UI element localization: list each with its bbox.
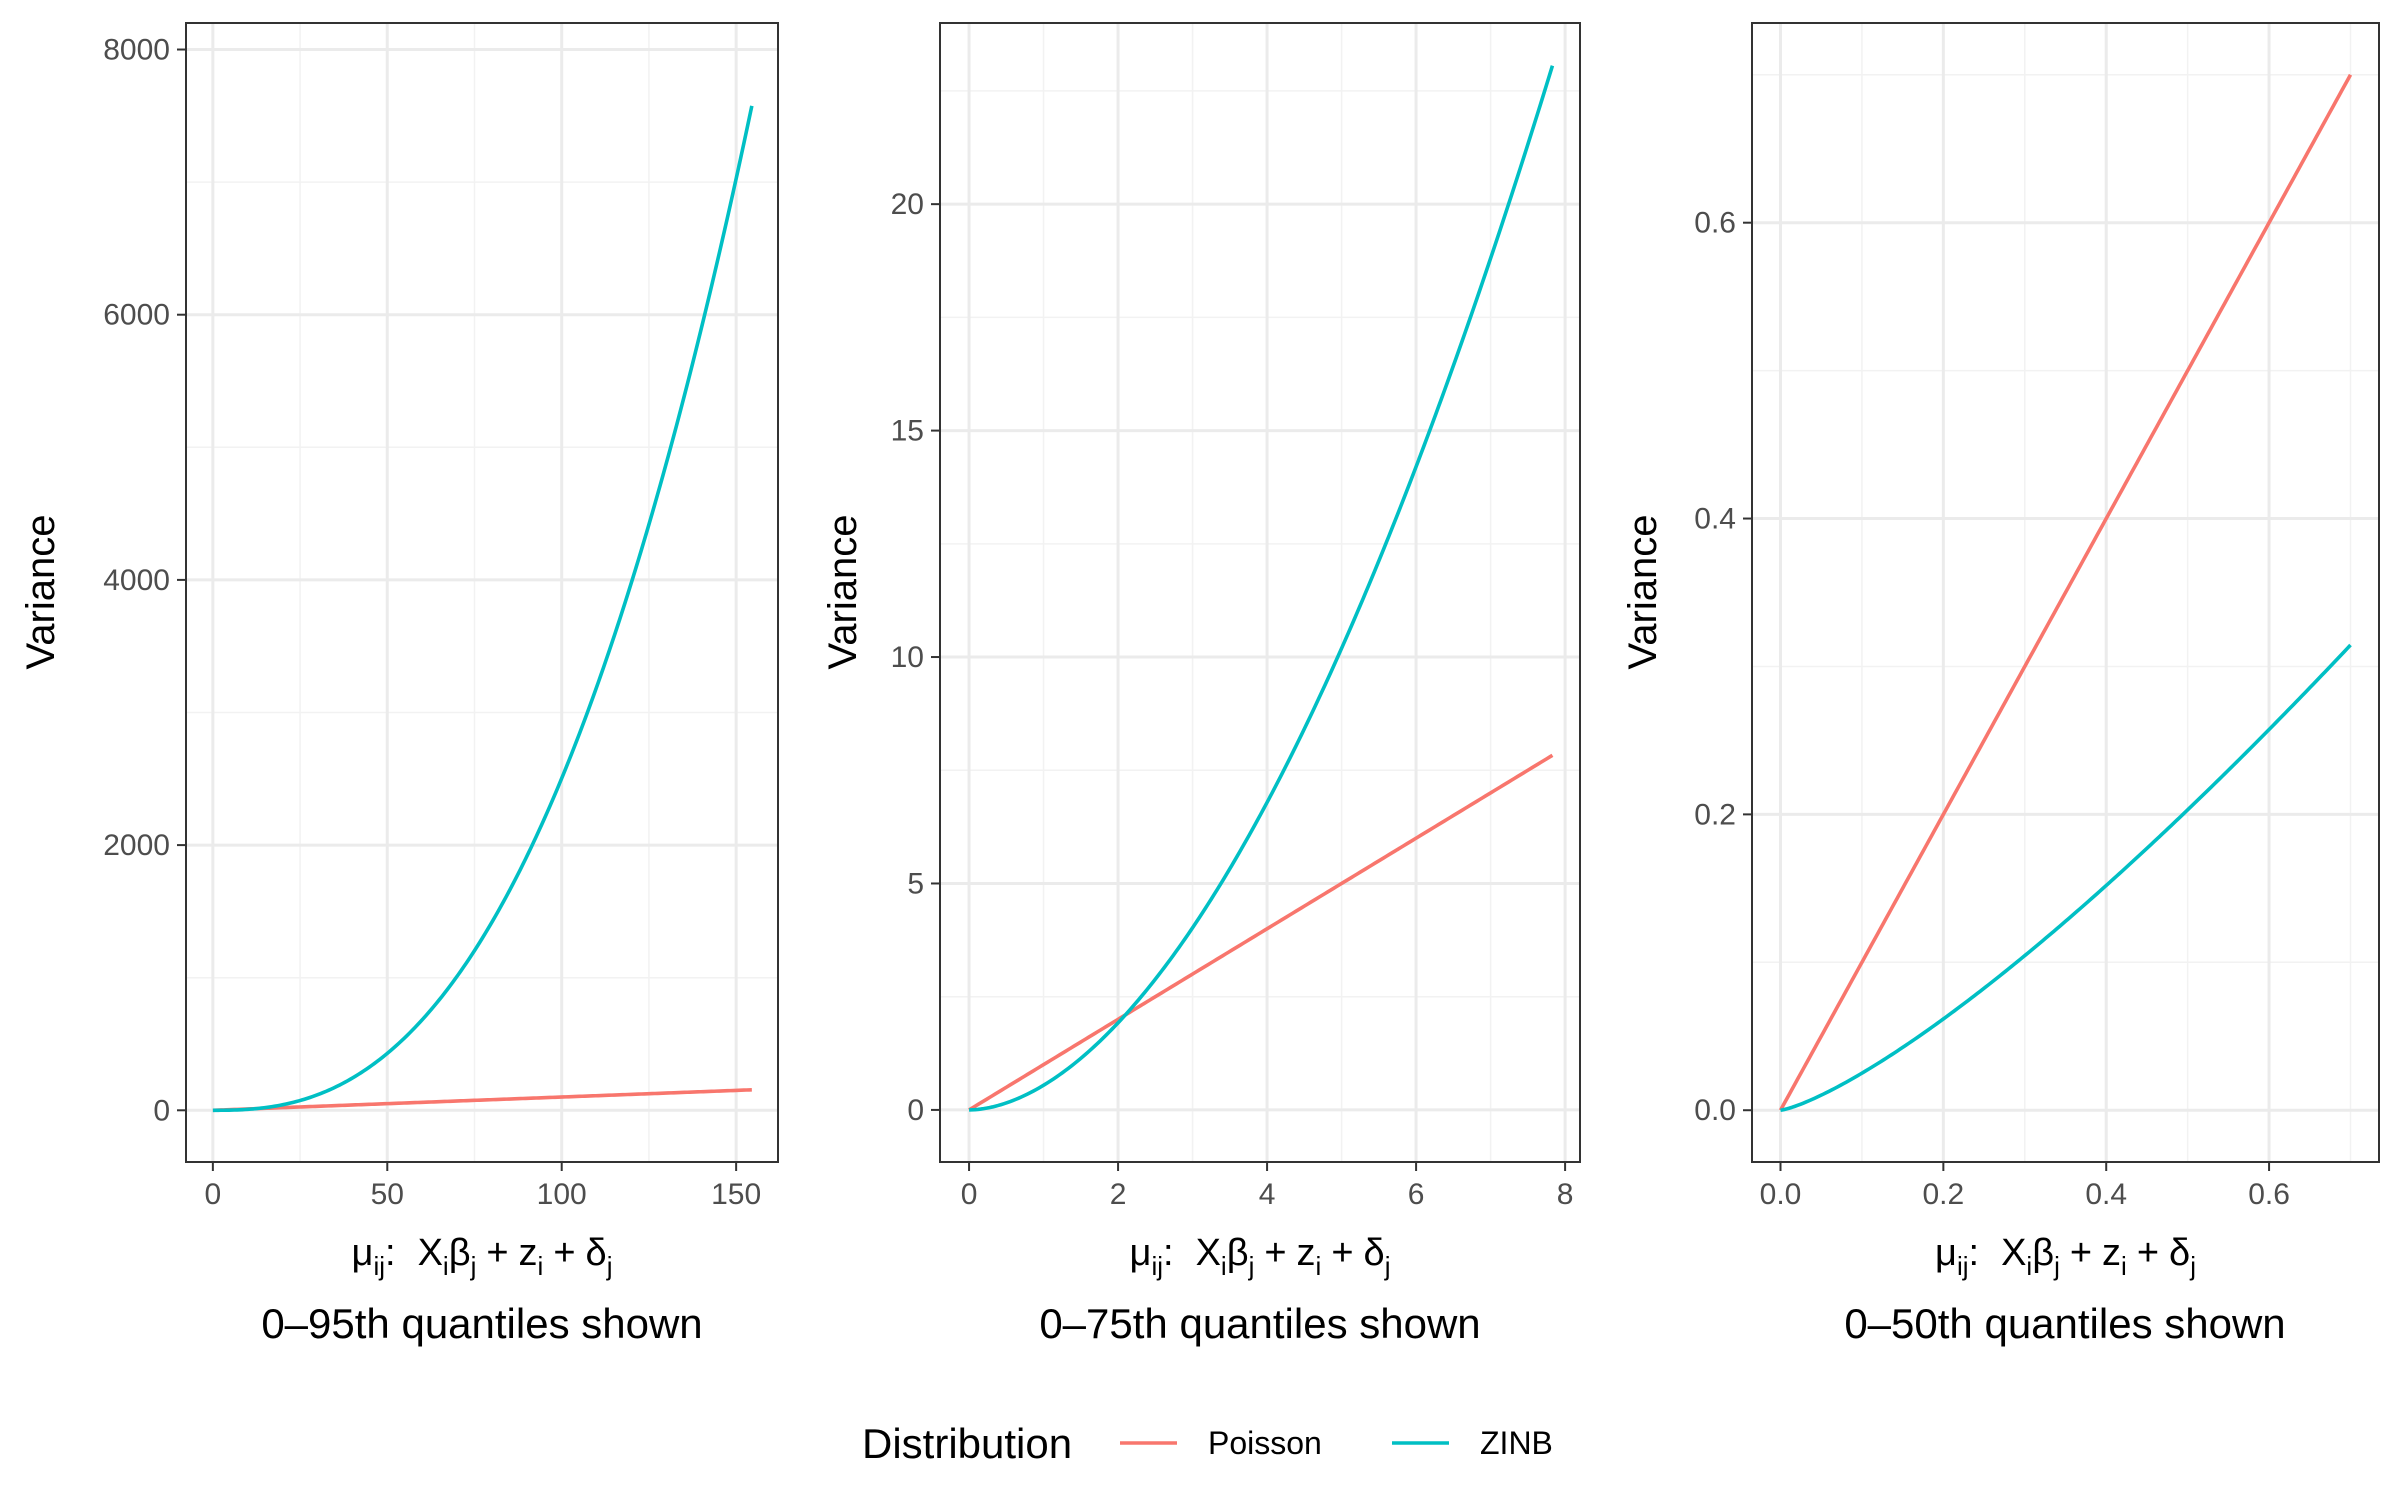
y-tick-label: 20 [891, 188, 924, 221]
y-tick-label: 0.6 [1694, 207, 1736, 240]
y-tick-label: 0.2 [1694, 798, 1736, 831]
x-label-z: z [1297, 1232, 1316, 1274]
y-tick-label: 0 [907, 1094, 924, 1127]
x-tick-label: 0.6 [2248, 1178, 2290, 1211]
grid [1752, 23, 2379, 1162]
x-label-beta: β [2032, 1232, 2054, 1274]
x-axis-label: μij: Xiβj + zi + δj [1935, 1232, 2196, 1281]
x-label-z-sub: i [1316, 1251, 1322, 1281]
x-tick-label: 0 [205, 1178, 222, 1211]
x-label-mu-sub: ij [1151, 1251, 1163, 1281]
y-tick-label: 0 [153, 1094, 170, 1127]
series-line-poisson [212, 1088, 752, 1113]
x-tick-label: 0.4 [2085, 1178, 2127, 1211]
grid [186, 23, 778, 1162]
x-label-delta: δ [1364, 1232, 1385, 1274]
x-tick-label: 50 [371, 1178, 404, 1211]
y-tick-label: 4000 [103, 564, 170, 597]
x-label-plus2: + [553, 1232, 575, 1274]
panel-caption: 0–50th quantiles shown [1844, 1300, 2285, 1347]
legend-item-poisson: Poisson [1208, 1425, 1322, 1461]
x-label-X: X [2001, 1232, 2026, 1274]
x-tick-label: 100 [537, 1178, 587, 1211]
x-label-mu-sub: ij [373, 1251, 385, 1281]
panel-caption: 0–95th quantiles shown [261, 1300, 702, 1347]
x-label-X: X [1196, 1232, 1221, 1274]
x-tick-label: 0.0 [1760, 1178, 1802, 1211]
x-label-beta: β [449, 1232, 471, 1274]
x-tick-label: 2 [1110, 1178, 1127, 1211]
y-axis-label: Variance [19, 515, 63, 670]
x-label-plus2: + [1331, 1232, 1353, 1274]
y-tick-label: 0.4 [1694, 503, 1736, 536]
x-label-z: z [2102, 1232, 2121, 1274]
x-label-X-sub: i [443, 1251, 449, 1281]
y-tick-label: 15 [891, 415, 924, 448]
x-label-delta: δ [2169, 1232, 2190, 1274]
y-tick-label: 5 [907, 867, 924, 900]
x-label-colon: : [1969, 1232, 1980, 1274]
x-label-mu: μ [1935, 1232, 1957, 1274]
x-tick-label: 4 [1259, 1178, 1276, 1211]
x-label-mu-sub: ij [1957, 1251, 1969, 1281]
legend-item-zinb: ZINB [1480, 1425, 1553, 1461]
series-line-poisson [1778, 73, 2353, 1112]
series-line-zinb [969, 65, 1555, 1112]
y-tick-label: 10 [891, 641, 924, 674]
x-tick-label: 8 [1557, 1178, 1574, 1211]
x-label-z-sub: i [538, 1251, 544, 1281]
y-tick-label: 6000 [103, 299, 170, 332]
y-tick-label: 8000 [103, 34, 170, 67]
x-label-delta-sub: j [606, 1251, 613, 1281]
x-axis-label: μij: Xiβj + zi + δj [352, 1232, 613, 1281]
x-label-plus1: + [486, 1232, 508, 1274]
x-label-X-sub: i [2026, 1251, 2032, 1281]
x-label-beta-sub: j [2053, 1251, 2060, 1281]
x-label-X-sub: i [1221, 1251, 1227, 1281]
y-tick-label: 2000 [103, 829, 170, 862]
panel-caption: 0–75th quantiles shown [1039, 1300, 1480, 1347]
x-label-colon: : [1163, 1232, 1174, 1274]
x-label-delta-sub: j [2189, 1251, 2196, 1281]
panel-border [939, 22, 1581, 1163]
x-label-plus2: + [2137, 1232, 2159, 1274]
x-tick-label: 150 [711, 1178, 761, 1211]
x-label-beta-sub: j [470, 1251, 477, 1281]
series-line-zinb [212, 105, 754, 1113]
y-axis-label: Variance [821, 515, 865, 670]
x-label-z-sub: i [2121, 1251, 2127, 1281]
x-label-mu: μ [352, 1232, 374, 1274]
legend: Distribution Poisson ZINB [862, 1420, 1553, 1467]
x-label-beta-sub: j [1248, 1251, 1255, 1281]
series-line-zinb [1780, 643, 2352, 1113]
panel-border [185, 22, 779, 1163]
series-line-poisson [968, 753, 1554, 1112]
legend-title: Distribution [862, 1420, 1072, 1467]
x-label-mu: μ [1130, 1232, 1152, 1274]
x-tick-label: 0 [961, 1178, 978, 1211]
x-label-X: X [418, 1232, 443, 1274]
panel-border [1751, 22, 2380, 1163]
x-label-plus1: + [2070, 1232, 2092, 1274]
grid [940, 23, 1580, 1162]
y-axis-label: Variance [1621, 515, 1665, 670]
x-tick-label: 0.2 [1922, 1178, 1964, 1211]
x-label-delta-sub: j [1384, 1251, 1391, 1281]
x-label-z: z [519, 1232, 538, 1274]
x-label-beta: β [1227, 1232, 1249, 1274]
y-tick-label: 0.0 [1694, 1094, 1736, 1127]
x-axis-label: μij: Xiβj + zi + δj [1130, 1232, 1391, 1281]
x-label-colon: : [385, 1232, 396, 1274]
x-label-delta: δ [586, 1232, 607, 1274]
x-tick-label: 6 [1408, 1178, 1425, 1211]
x-label-plus1: + [1264, 1232, 1286, 1274]
